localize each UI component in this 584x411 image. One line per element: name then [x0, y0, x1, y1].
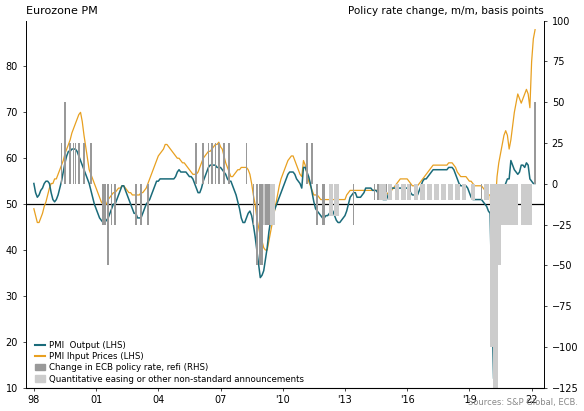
Text: Sources: S&P Global, ECB.: Sources: S&P Global, ECB.: [468, 398, 578, 407]
Bar: [73, 143, 74, 184]
Bar: [322, 184, 324, 224]
Bar: [207, 143, 209, 184]
Bar: [493, 184, 498, 388]
Bar: [261, 184, 263, 266]
Bar: [64, 102, 66, 184]
Bar: [379, 184, 384, 200]
Bar: [265, 184, 269, 224]
Bar: [262, 184, 266, 224]
Bar: [377, 184, 378, 200]
Bar: [334, 184, 339, 217]
Bar: [107, 184, 109, 266]
Bar: [317, 184, 318, 224]
Bar: [427, 184, 432, 200]
Bar: [211, 143, 213, 184]
Bar: [434, 184, 439, 200]
Bar: [111, 184, 113, 224]
Bar: [503, 184, 508, 224]
Legend: PMI  Output (LHS), PMI Ihput Prices (LHS), Change in ECB policy rate, refi (RHS): PMI Output (LHS), PMI Ihput Prices (LHS)…: [35, 341, 304, 383]
Bar: [462, 184, 467, 200]
Bar: [527, 184, 532, 224]
Bar: [489, 184, 494, 347]
Text: Eurozone PM: Eurozone PM: [26, 6, 98, 16]
Bar: [69, 143, 71, 184]
Bar: [524, 184, 529, 224]
Bar: [448, 184, 453, 200]
Bar: [259, 184, 261, 266]
Bar: [218, 143, 220, 184]
Bar: [534, 102, 536, 184]
Bar: [114, 184, 116, 224]
Bar: [223, 143, 225, 184]
Bar: [385, 184, 387, 192]
Bar: [455, 184, 460, 200]
Bar: [268, 184, 270, 224]
Bar: [324, 184, 325, 224]
Bar: [266, 184, 268, 224]
Bar: [203, 143, 204, 184]
Bar: [521, 184, 525, 224]
Bar: [228, 143, 230, 184]
Bar: [481, 184, 482, 200]
Bar: [510, 184, 515, 224]
Bar: [252, 184, 254, 224]
Bar: [311, 143, 313, 184]
Bar: [196, 143, 197, 184]
Bar: [374, 184, 375, 200]
Bar: [329, 184, 333, 217]
Bar: [306, 143, 308, 184]
Bar: [401, 184, 406, 200]
Bar: [256, 184, 258, 266]
Bar: [507, 184, 512, 224]
Bar: [514, 184, 519, 224]
Bar: [413, 184, 418, 200]
Bar: [102, 184, 104, 224]
Bar: [246, 143, 247, 184]
Bar: [500, 184, 505, 224]
Bar: [441, 184, 446, 200]
Bar: [214, 143, 216, 184]
Bar: [420, 184, 425, 200]
Bar: [484, 184, 489, 200]
Bar: [83, 143, 85, 184]
Bar: [61, 143, 62, 184]
Bar: [135, 184, 137, 224]
Bar: [383, 184, 387, 200]
Bar: [353, 184, 354, 224]
Bar: [140, 184, 142, 224]
Bar: [104, 184, 106, 224]
Bar: [406, 184, 411, 200]
Bar: [388, 184, 392, 200]
Bar: [395, 184, 399, 200]
Text: Policy rate change, m/m, basis points: Policy rate change, m/m, basis points: [348, 6, 544, 16]
Bar: [90, 143, 92, 184]
Bar: [265, 184, 266, 224]
Bar: [147, 184, 149, 224]
Bar: [410, 184, 412, 192]
Bar: [78, 143, 79, 184]
Bar: [270, 184, 274, 224]
Bar: [75, 143, 76, 184]
Bar: [471, 184, 475, 200]
Bar: [496, 184, 501, 266]
